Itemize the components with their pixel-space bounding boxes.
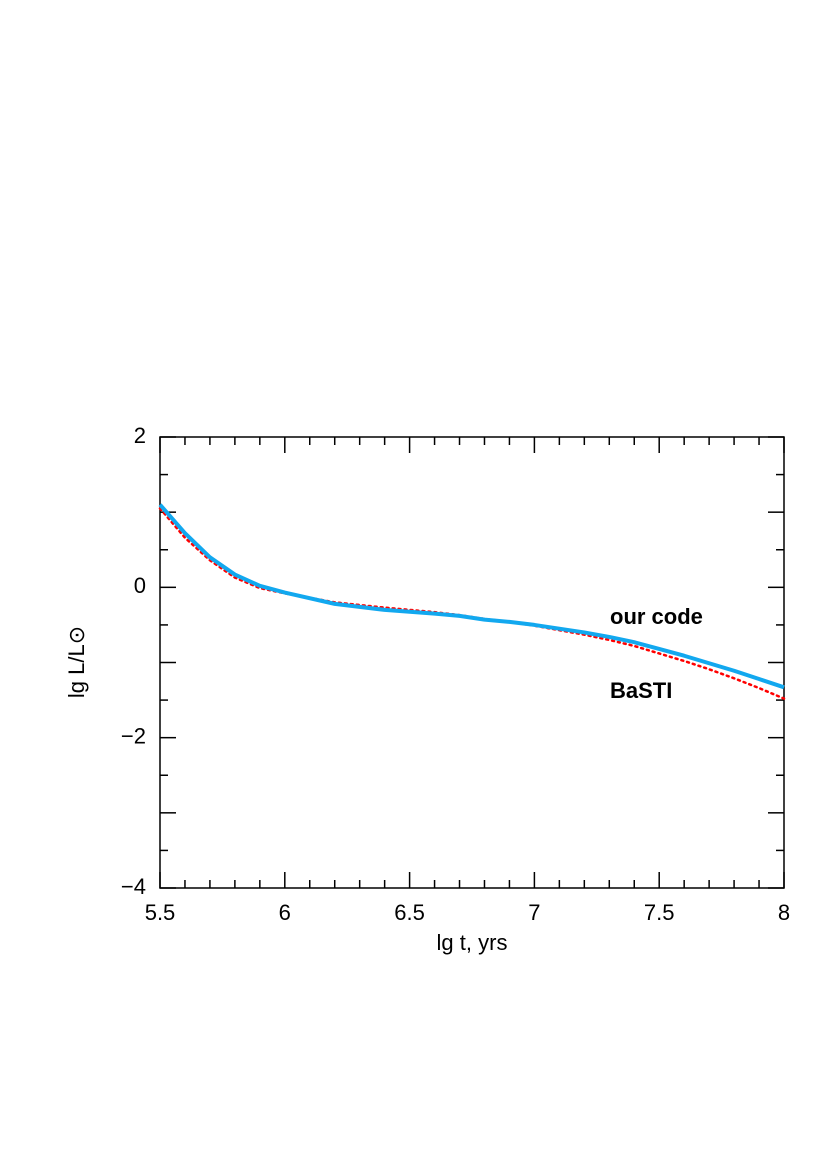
series-line [158,503,785,690]
y-tick-label: −4 [121,874,146,899]
series-label: BaSTI [610,678,672,703]
y-tick-label: 2 [134,423,146,448]
y-tick-label: −2 [121,723,146,748]
x-tick-label: 8 [778,900,790,925]
series-line [158,507,786,700]
x-tick-label: 7 [528,900,540,925]
x-tick-label: 7.5 [644,900,675,925]
plot-frame [159,436,785,889]
x-tick-label: 6 [279,900,291,925]
x-tick-label: 5.5 [145,900,176,925]
y-axis-label: lg L/L⊙ [64,626,89,698]
y-tick-label: 0 [134,573,146,598]
x-axis-label: lg t, yrs [437,930,508,955]
x-tick-label: 6.5 [394,900,425,925]
series-label: our code [610,604,703,629]
